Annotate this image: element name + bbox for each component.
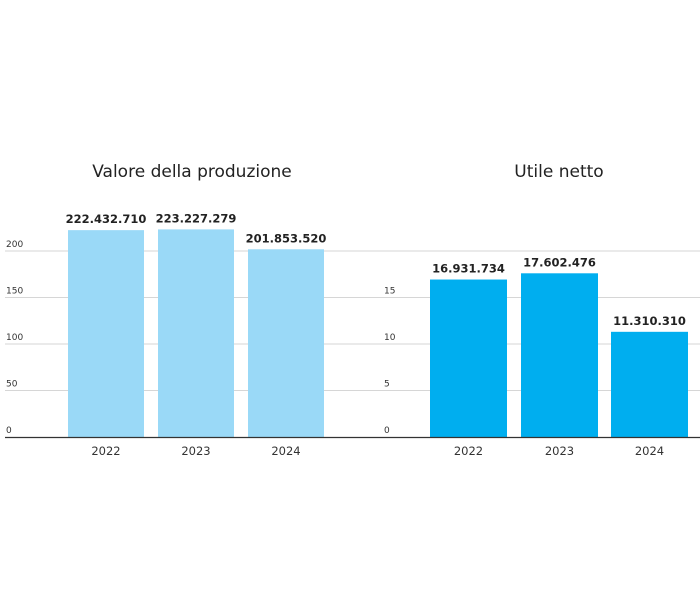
x-tick-label: 2024: [635, 444, 664, 458]
data-label: 11.310.310: [613, 314, 686, 328]
x-tick-label: 2024: [271, 444, 300, 458]
y-tick-label: 0: [384, 426, 390, 436]
x-tick-label: 2023: [545, 444, 574, 458]
data-label: 201.853.520: [246, 231, 327, 245]
y-tick-label: 50: [6, 380, 18, 390]
bar: [521, 273, 598, 437]
y-tick-label: 0: [6, 426, 12, 436]
bar: [158, 229, 234, 437]
y-tick-label: 15: [384, 287, 395, 297]
y-tick-label: 150: [6, 287, 23, 297]
data-label: 223.227.279: [156, 211, 237, 225]
bar: [611, 331, 688, 437]
y-tick-label: 100: [6, 333, 23, 343]
x-tick-label: 2022: [91, 444, 120, 458]
bar: [248, 249, 324, 437]
y-tick-label: 5: [384, 380, 390, 390]
y-tick-label: 200: [6, 240, 23, 250]
data-label: 16.931.734: [432, 262, 505, 276]
x-tick-label: 2022: [454, 444, 483, 458]
x-tick-label: 2023: [181, 444, 210, 458]
y-tick-label: 10: [384, 333, 396, 343]
bar: [68, 230, 144, 437]
chart-title: Valore della produzione: [92, 162, 292, 182]
data-label: 17.602.476: [523, 255, 596, 269]
bar: [430, 279, 507, 437]
chart-title: Utile netto: [514, 162, 603, 182]
data-label: 222.432.710: [66, 212, 147, 226]
